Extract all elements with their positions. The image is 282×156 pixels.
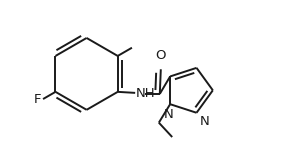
Text: N: N [200,115,210,128]
Text: N: N [164,108,174,121]
Text: NH: NH [136,87,156,100]
Text: O: O [156,49,166,62]
Text: F: F [34,93,41,106]
